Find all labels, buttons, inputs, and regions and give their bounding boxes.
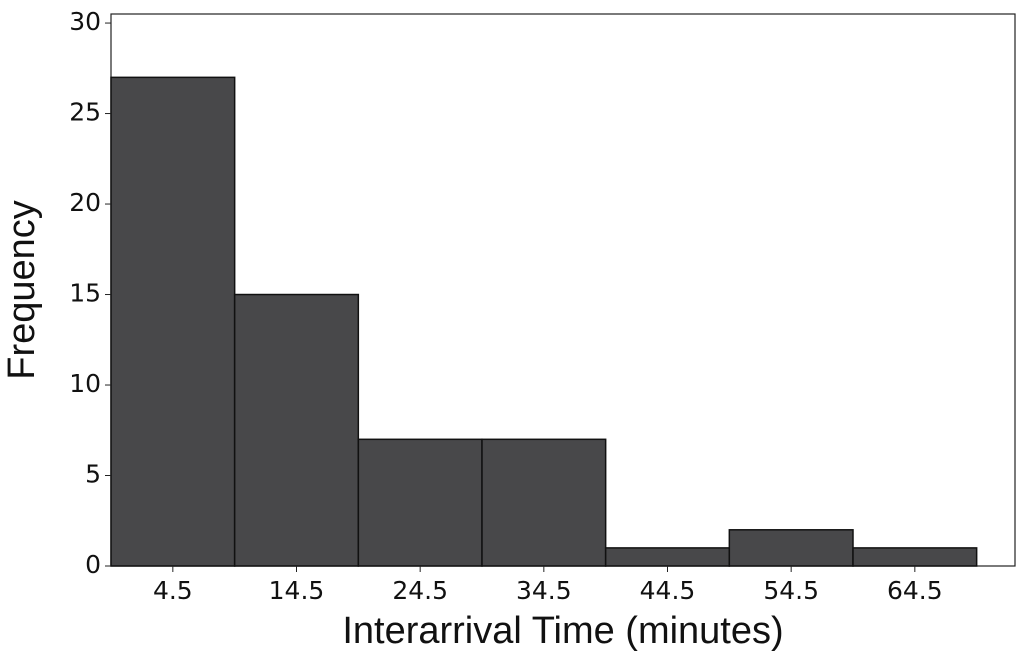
x-tick-label: 14.5 xyxy=(269,576,325,605)
y-tick-label: 25 xyxy=(69,98,101,127)
bar xyxy=(357,438,483,567)
y-tick-label: 20 xyxy=(69,188,101,217)
x-axis-title: Interarrival Time (minutes) xyxy=(342,610,783,652)
x-tick-label: 54.5 xyxy=(763,576,819,605)
bar xyxy=(110,76,236,567)
bar xyxy=(604,547,731,567)
y-tick-label: 30 xyxy=(69,7,101,36)
x-tick-label: 64.5 xyxy=(887,576,943,605)
y-tick-label: 5 xyxy=(85,460,101,489)
x-tick-label: 4.5 xyxy=(153,576,193,605)
y-tick-label: 0 xyxy=(85,550,101,579)
y-tick-label: 10 xyxy=(69,369,101,398)
x-tick-label: 24.5 xyxy=(392,576,448,605)
bar xyxy=(233,293,360,567)
x-tick-label: 44.5 xyxy=(640,576,696,605)
x-tick-label: 34.5 xyxy=(516,576,572,605)
bar xyxy=(481,438,607,567)
y-tick-label: 15 xyxy=(69,279,101,308)
y-axis-title: Frequency xyxy=(1,200,43,380)
bar xyxy=(852,547,978,567)
bar xyxy=(728,529,854,567)
